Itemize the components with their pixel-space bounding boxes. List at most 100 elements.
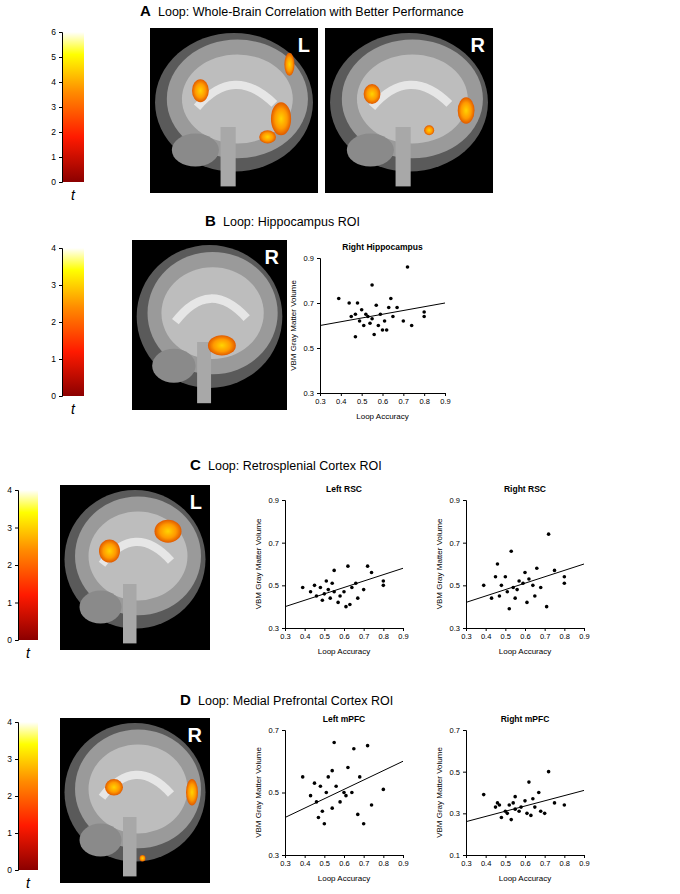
image-background [325, 28, 493, 193]
tick-label: 0.3 [315, 397, 325, 406]
corpus-callosum [197, 85, 274, 107]
tick-mark [59, 359, 62, 360]
data-point [337, 297, 341, 301]
x-axis: 0.30.40.50.60.70.80.9 [461, 628, 589, 641]
colorbar-title: t [26, 645, 31, 661]
tick-mark [341, 393, 342, 396]
panel: CLoop: Retrosplenial Cortex ROIL [60, 456, 382, 650]
data-point [321, 598, 325, 602]
tick: 0.4 [481, 628, 491, 641]
data-point [313, 584, 317, 588]
scatter-chart: 0.30.40.50.60.70.80.90.30.50.7Left mPFCL… [254, 714, 409, 883]
panel-title: Loop: Retrosplenial Cortex ROI [208, 459, 382, 473]
colorbar-title: t [26, 875, 31, 891]
data-point [509, 549, 513, 553]
tick: 0.1 [450, 851, 466, 860]
data-point [346, 766, 350, 770]
data-point [356, 596, 360, 600]
tick: 0.8 [419, 393, 429, 406]
data-point [330, 806, 334, 810]
tick-mark [383, 393, 384, 396]
data-point [366, 564, 370, 568]
tick-mark [59, 157, 62, 158]
tick-mark [463, 855, 466, 856]
tick-mark [403, 628, 404, 631]
tick: 0.7 [304, 299, 320, 308]
tick-mark [282, 855, 285, 856]
panel-letter: B [205, 212, 216, 229]
panel-letter: D [180, 691, 191, 708]
white-matter [357, 54, 468, 143]
colorbar-title: t [71, 187, 76, 203]
tick-mark [364, 855, 365, 858]
tick-label: 0.6 [520, 632, 530, 641]
tick: 3 [7, 523, 18, 533]
fit-line [320, 303, 445, 326]
tick-label: 2 [51, 317, 56, 327]
plot-area [466, 770, 584, 822]
tick: 1 [51, 354, 62, 364]
tick: 0.5 [501, 628, 511, 641]
tick-label: 0.4 [481, 632, 491, 641]
data-point [539, 586, 543, 590]
data-point [507, 607, 511, 611]
data-point [537, 791, 541, 795]
data-point [500, 816, 504, 820]
data-point [527, 780, 531, 784]
image-background [60, 485, 210, 650]
activation-blob [284, 53, 294, 76]
data-point [370, 571, 374, 575]
data-point [507, 803, 511, 807]
data-point [382, 584, 386, 588]
colorbar: 01234t [51, 243, 84, 417]
axis-line [282, 501, 286, 629]
data-point [356, 813, 360, 817]
activation-blob [259, 130, 276, 143]
tick-mark [584, 855, 585, 858]
tick: 0.6 [339, 855, 349, 868]
tick: 6 [51, 27, 62, 37]
activation-blob [186, 779, 198, 805]
data-point [506, 590, 510, 594]
tick-mark [505, 855, 506, 858]
brainstem [396, 127, 411, 186]
data-point [354, 312, 358, 316]
x-axis-title: Loop Accuracy [318, 874, 370, 883]
tick-mark [486, 855, 487, 858]
data-point [326, 588, 330, 592]
tick-mark [564, 628, 565, 631]
tick-label: 0.5 [357, 397, 367, 406]
tick-mark [424, 393, 425, 396]
activation-blob [192, 79, 209, 102]
tick: 0.7 [269, 539, 285, 548]
tick: 0.3 [315, 393, 325, 406]
colorbar-axis: 01234 [51, 243, 62, 401]
tick-mark [317, 348, 320, 349]
data-point [523, 799, 527, 803]
tick-mark [463, 543, 466, 544]
tick-mark [525, 628, 526, 631]
panel-title: Loop: Medial Prefrontal Cortex ROI [198, 694, 393, 708]
data-point [362, 588, 366, 592]
data-point [494, 805, 498, 809]
tick-mark [15, 722, 18, 723]
tick-mark [463, 730, 466, 731]
data-point [500, 584, 504, 588]
tick-mark [59, 32, 62, 33]
tick: 1 [7, 598, 18, 608]
brain-image: L [150, 28, 318, 193]
tick-mark [15, 759, 18, 760]
axis-line [15, 491, 19, 641]
tick: 0 [7, 635, 18, 645]
tick-label: 0.3 [280, 632, 290, 641]
data-point [338, 800, 342, 804]
y-axis: 0.30.50.70.9 [450, 496, 467, 633]
tick: 4 [51, 243, 62, 253]
tick-mark [317, 393, 320, 394]
figure: ALoop: Whole-Brain Correlation with Bett… [0, 0, 680, 894]
tick-mark [15, 603, 18, 604]
tick-label: 0.9 [398, 859, 408, 868]
tick: 0.3 [280, 855, 290, 868]
chart-title: Left mPFC [323, 714, 366, 724]
fit-line [285, 761, 403, 817]
